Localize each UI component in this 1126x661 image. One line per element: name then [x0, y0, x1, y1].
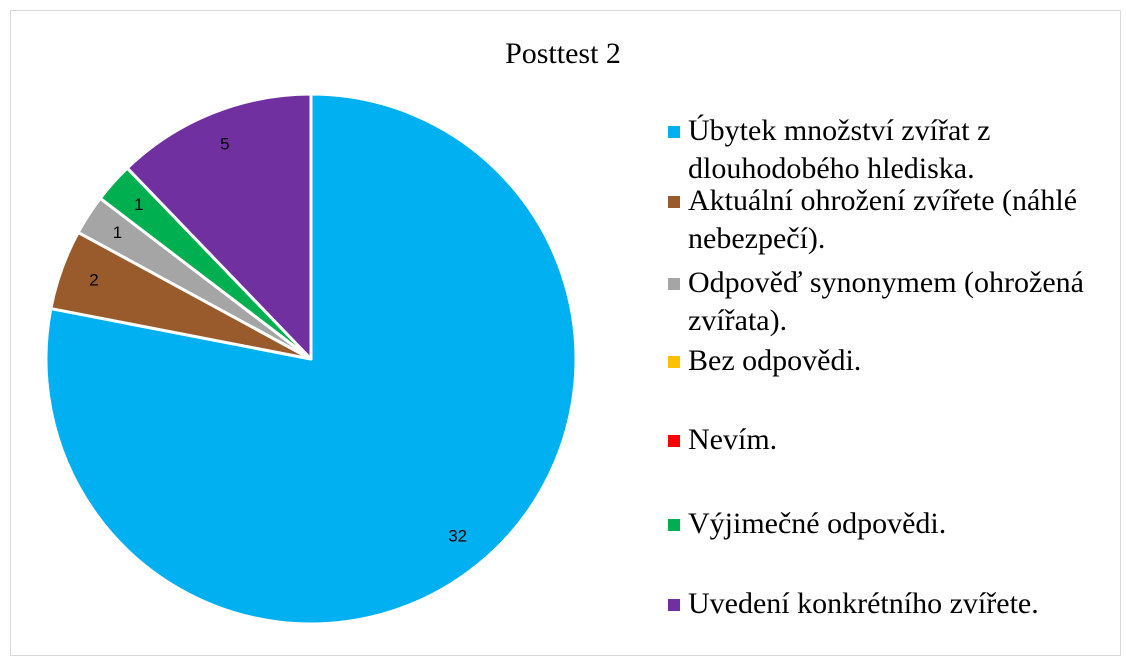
chart-title: Posttest 2: [505, 37, 621, 70]
legend-label: Úbytek množství zvířat z dlouhodobého hl…: [688, 114, 991, 185]
legend-label: Nevím.: [688, 423, 778, 456]
data-label: 1: [113, 223, 122, 242]
legend-item: Nevím.: [668, 421, 1118, 459]
legend-item: Aktuální ohrožení zvířete (náhlé nebezpe…: [668, 182, 1118, 258]
data-label: 32: [448, 526, 467, 545]
legend-swatch: [668, 356, 680, 368]
legend-swatch: [668, 519, 680, 531]
chart-border: [10, 10, 1121, 656]
legend-label: Aktuální ohrožení zvířete (náhlé nebezpe…: [688, 184, 1078, 255]
legend-swatch: [668, 278, 680, 290]
legend-item: Bez odpovědi.: [668, 342, 1118, 380]
data-label: 2: [89, 271, 98, 290]
legend-swatch: [668, 196, 680, 208]
pie-slice: [125, 92, 313, 361]
legend-item: Výjimečné odpovědi.: [668, 505, 1118, 543]
legend-swatch: [668, 599, 680, 611]
legend-item: Úbytek množství zvířat z dlouhodobého hl…: [668, 112, 1118, 188]
data-label: 5: [220, 135, 229, 154]
legend-item: Odpověď synonymem (ohrožená zvířata).: [668, 264, 1118, 340]
legend-label: Odpověď synonymem (ohrožená zvířata).: [688, 266, 1084, 337]
pie-slice: [44, 92, 578, 626]
legend-item: Uvedení konkrétního zvířete.: [668, 585, 1118, 623]
legend-label: Uvedení konkrétního zvířete.: [688, 587, 1039, 620]
legend-label: Bez odpovědi.: [688, 344, 862, 377]
legend-swatch: [668, 126, 680, 138]
legend-label: Výjimečné odpovědi.: [688, 507, 947, 540]
legend-swatch: [668, 435, 680, 447]
data-label: 1: [134, 195, 143, 214]
